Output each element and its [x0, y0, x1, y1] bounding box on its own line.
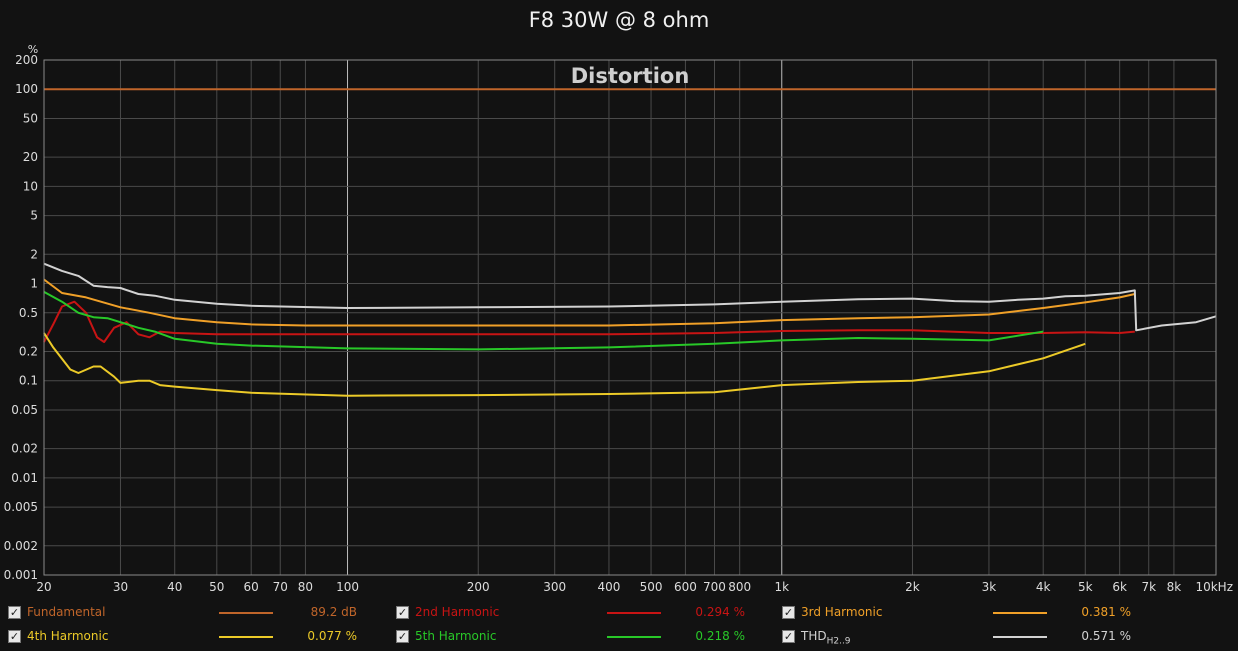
x-tick-label: 300 [543, 580, 566, 594]
x-tick-label: 40 [167, 580, 182, 594]
x-axis-ticks: 20 30 40 50 60 70 80 100 200 300 400 500 600 700 800 1k… [36, 580, 1233, 594]
x-tick-label: 100 [336, 580, 359, 594]
grid [43, 59, 1217, 576]
series-line-4th-harmonic [43, 332, 1086, 397]
legend-value: 0.218 % [695, 629, 745, 643]
y-tick-label: 0.05 [11, 403, 38, 417]
y-tick-label: 2 [30, 247, 38, 261]
y-tick-label: 0.1 [19, 374, 38, 388]
y-tick-label: 0.01 [11, 471, 38, 485]
legend-checkbox[interactable]: ✓ [396, 630, 409, 643]
legend-checkbox[interactable]: ✓ [396, 606, 409, 619]
x-tick-label: 3k [982, 580, 997, 594]
y-tick-label: 1 [30, 277, 38, 291]
legend-item-fundamental: ✓ Fundamental 89.2 dB [8, 604, 388, 622]
x-tick-label: 2k [905, 580, 920, 594]
x-tick-label: 80 [298, 580, 313, 594]
x-tick-label: 7k [1141, 580, 1156, 594]
legend-item-thd: ✓ THDH2..9 0.571 % [782, 628, 1162, 646]
x-tick-label: 30 [113, 580, 128, 594]
series-curves [43, 88, 1217, 397]
y-tick-label: 20 [23, 150, 38, 164]
x-tick-label: 8k [1167, 580, 1182, 594]
legend-checkbox[interactable]: ✓ [782, 606, 795, 619]
series-line-5th-harmonic [43, 291, 1044, 351]
legend-value: 0.571 % [1081, 629, 1131, 643]
legend-item-2nd-harmonic: ✓ 2nd Harmonic 0.294 % [396, 604, 776, 622]
legend-item-4th-harmonic: ✓ 4th Harmonic 0.077 % [8, 628, 388, 646]
legend-checkbox[interactable]: ✓ [782, 630, 795, 643]
x-tick-label: 50 [209, 580, 224, 594]
y-tick-label: 0.005 [4, 500, 38, 514]
legend-value: 89.2 dB [310, 605, 357, 619]
y-tick-label: 50 [23, 111, 38, 125]
y-axis-ticks: 200 100 50 20 10 5 2 1 0.5 0.2 0.1 0.05 0.02 0.01 0.00… [4, 53, 38, 582]
x-tick-label: 6k [1112, 580, 1127, 594]
x-tick-label: 70 [273, 580, 288, 594]
y-tick-label: 200 [15, 53, 38, 67]
y-tick-label: 0.2 [19, 344, 38, 358]
x-tick-label: 600 [674, 580, 697, 594]
series-line-3rd-harmonic [43, 278, 1136, 327]
legend-value: 0.294 % [695, 605, 745, 619]
x-tick-label: 5k [1078, 580, 1093, 594]
y-tick-label: 5 [30, 209, 38, 223]
y-tick-label: 0.02 [11, 442, 38, 456]
x-tick-label: 800 [728, 580, 751, 594]
legend-swatch [607, 612, 661, 614]
chart-annotation: Distortion [571, 64, 690, 88]
y-tick-label: 0.002 [4, 539, 38, 553]
y-tick-label: 0.001 [4, 568, 38, 582]
y-tick-label: 100 [15, 82, 38, 96]
series-line-thd [43, 262, 1217, 332]
legend-label-subscript: H2..9 [826, 636, 851, 647]
x-tick-label: 200 [467, 580, 490, 594]
x-tick-label: 10kHz [1195, 580, 1233, 594]
plot-frame [43, 59, 1217, 576]
legend-swatch [993, 636, 1047, 638]
x-tick-label: 500 [640, 580, 663, 594]
series-line-2nd-harmonic [43, 300, 1135, 343]
x-tick-label: 20 [36, 580, 51, 594]
legend-swatch [607, 636, 661, 638]
legend-value: 0.381 % [1081, 605, 1131, 619]
y-tick-label: 10 [23, 179, 38, 193]
legend-swatch [219, 612, 273, 614]
chart-title: F8 30W @ 8 ohm [528, 8, 710, 32]
legend-label: Fundamental [27, 605, 106, 619]
y-tick-label: 0.5 [19, 306, 38, 320]
legend-label: 4th Harmonic [27, 629, 109, 643]
legend-item-5th-harmonic: ✓ 5th Harmonic 0.218 % [396, 628, 776, 646]
legend-label: THDH2..9 [801, 629, 851, 647]
legend-label: 3rd Harmonic [801, 605, 883, 619]
x-tick-label: 400 [598, 580, 621, 594]
x-tick-label: 4k [1036, 580, 1051, 594]
legend-label: 5th Harmonic [415, 629, 497, 643]
legend-checkbox[interactable]: ✓ [8, 630, 21, 643]
x-tick-label: 700 [703, 580, 726, 594]
legend-checkbox[interactable]: ✓ [8, 606, 21, 619]
x-tick-label: 1k [774, 580, 789, 594]
x-tick-label: 60 [244, 580, 259, 594]
legend-value: 0.077 % [307, 629, 357, 643]
legend-label: 2nd Harmonic [415, 605, 500, 619]
legend-swatch [219, 636, 273, 638]
y-axis-label: % [28, 43, 38, 56]
legend-item-3rd-harmonic: ✓ 3rd Harmonic 0.381 % [782, 604, 1162, 622]
legend-swatch [993, 612, 1047, 614]
